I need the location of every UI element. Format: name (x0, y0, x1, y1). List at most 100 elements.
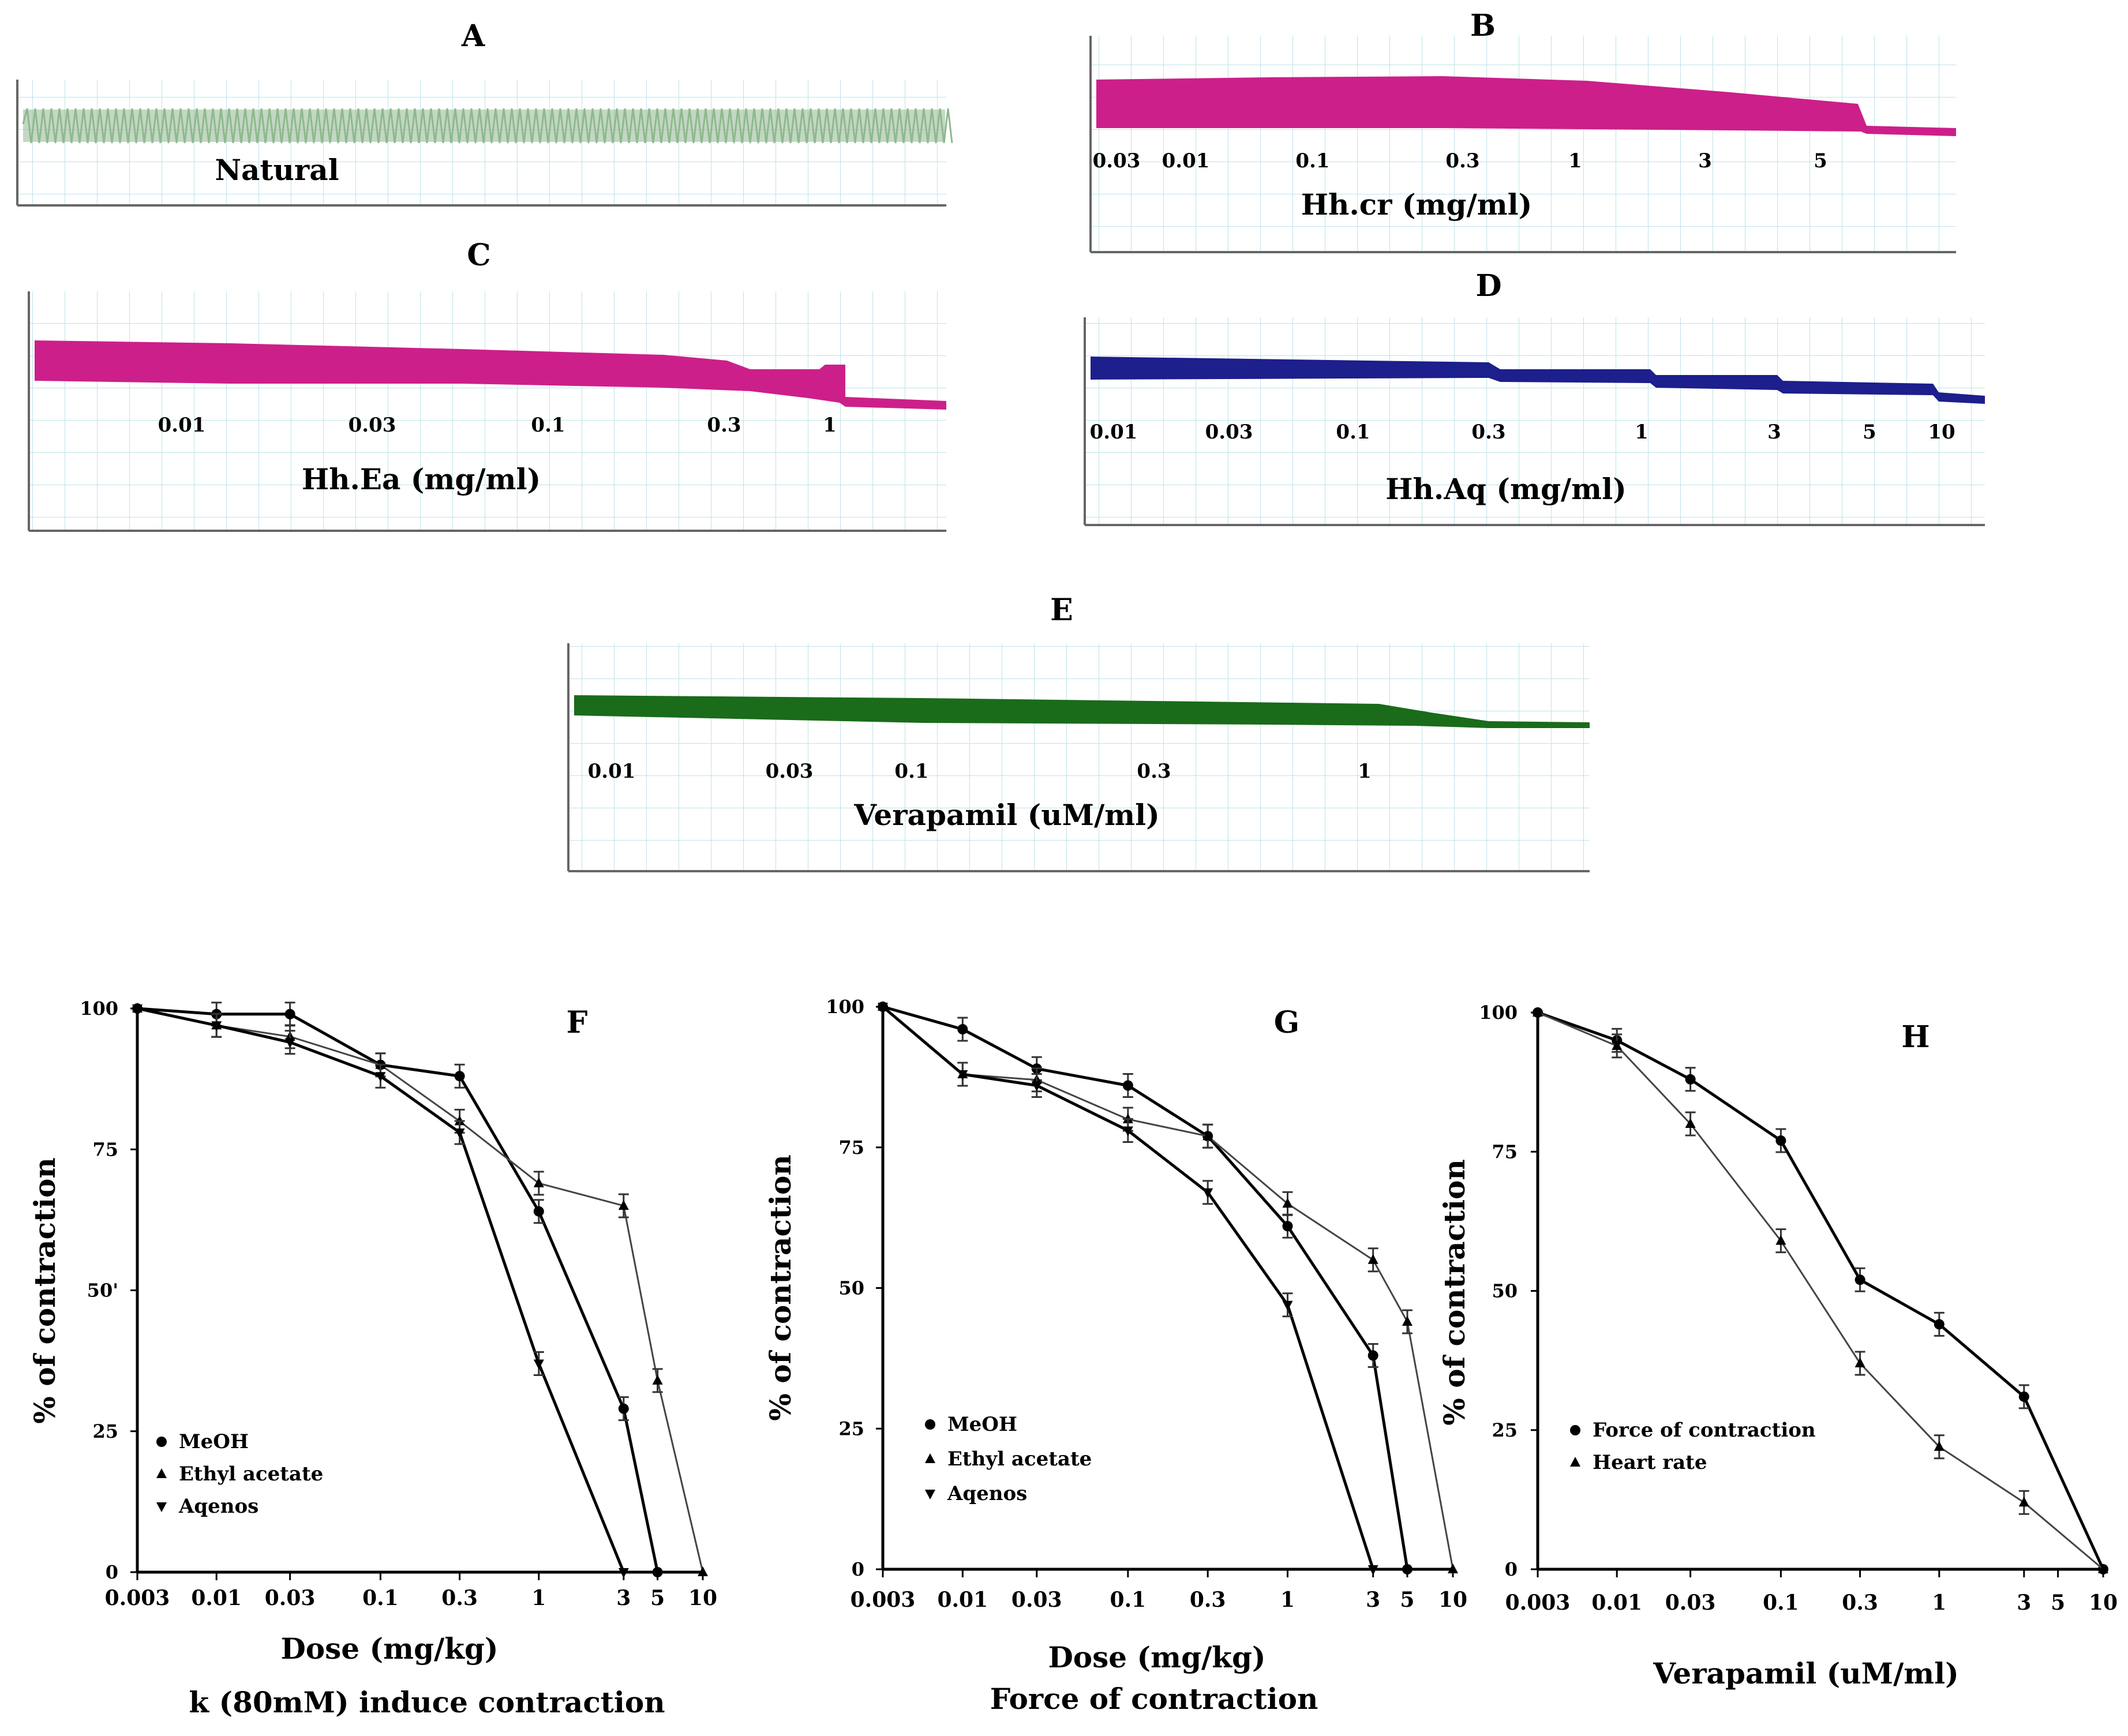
x-tick-label: 0.01 (937, 1588, 988, 1612)
data-point (652, 1567, 663, 1577)
x-tick-label: 5 (2051, 1591, 2065, 1615)
data-point (1122, 1126, 1133, 1137)
x-tick-label: 1 (1280, 1588, 1295, 1612)
data-point (454, 1071, 465, 1082)
series-aqenos (132, 1004, 629, 1578)
series-line (1537, 1011, 2105, 1570)
x-tick-label: 1 (531, 1586, 546, 1610)
data-point (1402, 1316, 1413, 1326)
data-point (1775, 1135, 1786, 1146)
trace-c-tick-label: 0.01 (158, 414, 206, 437)
trace-panel-b: B 0.03 0.01 0.1 0.3 1 3 5 Hh.cr (mg/ml) (1089, 8, 1956, 253)
data-point (2018, 1391, 2029, 1402)
data-point (1775, 1235, 1786, 1245)
x-tick-label: 10 (688, 1586, 717, 1610)
x-tick-label: 0.1 (362, 1586, 399, 1610)
trace-grid-d (1085, 317, 1985, 525)
y-tick-label: 75 (838, 1137, 864, 1158)
x-axis-label: Dose (mg/kg) (1048, 1640, 1265, 1674)
legend-entry: Heart rate (1593, 1451, 1707, 1474)
y-tick-label: 75 (1492, 1141, 1518, 1163)
trace-d-tick-label: 0.3 (1471, 421, 1505, 444)
legend: Force of contraction Heart rate (1570, 1419, 1816, 1474)
legend-entry: Ethyl acetate (947, 1448, 1092, 1471)
trace-d-tick-label: 5 (1863, 421, 1876, 444)
data-point (1368, 1254, 1378, 1264)
trace-grid-a (17, 80, 946, 205)
data-point (1533, 1007, 1543, 1017)
y-tick-label: 25 (838, 1418, 864, 1439)
trace-c-tick-label: 0.1 (531, 414, 565, 437)
data-point (2018, 1497, 2029, 1507)
trace-label-c: Hh.Ea (mg/ml) (302, 462, 541, 496)
trace-b-tick-label: 5 (1814, 149, 1827, 173)
data-point (698, 1566, 708, 1576)
trace-e-tick-label: 0.03 (766, 760, 814, 783)
x-tick-label: 0.01 (191, 1586, 242, 1610)
y-tick-label: 25 (92, 1420, 118, 1442)
data-point (1685, 1074, 1696, 1085)
trace-d-tick-label: 0.01 (1090, 421, 1138, 444)
trace-panel-c: C 0.01 0.03 0.1 0.3 1 Hh.Ea (mg/ml) (28, 238, 946, 532)
data-point (618, 1199, 629, 1210)
data-point (618, 1403, 629, 1414)
trace-b-tick-label: 0.3 (1445, 149, 1479, 173)
y-axis-label: % of contraction (28, 1157, 62, 1423)
legend-entry: Ethyl acetate (179, 1463, 323, 1486)
data-point (533, 1206, 544, 1217)
data-point (211, 1021, 222, 1032)
y-tick-label: 100 (1479, 1002, 1518, 1023)
trace-e-tick-label: 1 (1358, 760, 1372, 783)
x-tick-label: 0.003 (105, 1586, 170, 1610)
legend: MeOH Ethyl acetate Aqenos (156, 1430, 323, 1518)
data-point (1282, 1198, 1293, 1208)
x-tick-label: 0.01 (1591, 1591, 1642, 1615)
trace-c-tick-label: 0.3 (707, 414, 741, 437)
data-point (1368, 1565, 1378, 1575)
y-axis-label: % of contraction (763, 1154, 797, 1420)
legend-marker (925, 1490, 935, 1499)
trace-b-tick-label: 0.1 (1295, 149, 1329, 173)
trace-signal-c (35, 340, 946, 410)
legend-marker (156, 1468, 167, 1478)
x-tick-label: 5 (650, 1586, 665, 1610)
legend-entry: Aqenos (947, 1482, 1027, 1505)
data-point (533, 1359, 544, 1370)
panel-letter-d: D (1475, 268, 1501, 303)
y-tick-label: 0 (106, 1561, 118, 1583)
y-axis-label: % of contraction (1437, 1159, 1471, 1425)
trace-d-tick-label: 3 (1767, 421, 1781, 444)
chart-title: k (80mM) induce contraction (189, 1685, 665, 1719)
trace-d-tick-label: 0.1 (1336, 421, 1370, 444)
trace-d-tick-label: 0.03 (1205, 421, 1253, 444)
trace-panel-e: E 0.01 0.03 0.1 0.3 1 Verapamil (uM/ml) (567, 593, 1590, 872)
y-tick-label: 0 (1505, 1558, 1518, 1580)
data-point (1402, 1564, 1413, 1574)
legend-marker (925, 1453, 935, 1463)
legend-entry: MeOH (179, 1430, 249, 1453)
series-line (137, 1007, 704, 1573)
series-line (137, 1007, 625, 1573)
legend-entry: Force of contraction (1593, 1419, 1816, 1442)
trace-c-tick-label: 1 (823, 414, 837, 437)
series-aqenos (878, 1003, 1378, 1575)
trace-signal-a (22, 108, 953, 144)
data-point (1448, 1563, 1458, 1573)
x-tick-label: 0.3 (1190, 1588, 1226, 1612)
x-tick-label: 1 (1932, 1591, 1946, 1615)
trace-b-tick-label: 0.03 (1093, 149, 1141, 173)
x-tick-label: 5 (1400, 1588, 1414, 1612)
chart-panel-letter: G (1274, 1005, 1299, 1040)
trace-label-d: Hh.Aq (mg/ml) (1385, 472, 1627, 506)
y-tick-label: 50 (1492, 1280, 1518, 1302)
trace-d-tick-label: 1 (1635, 421, 1649, 444)
data-point (957, 1024, 968, 1034)
series-line (137, 1007, 660, 1573)
data-point (284, 1008, 295, 1019)
trace-label-a: Natural (215, 153, 339, 187)
y-tick-label: 50' (87, 1280, 118, 1302)
data-point (1854, 1357, 1865, 1367)
x-tick-label: 0.003 (851, 1588, 916, 1612)
